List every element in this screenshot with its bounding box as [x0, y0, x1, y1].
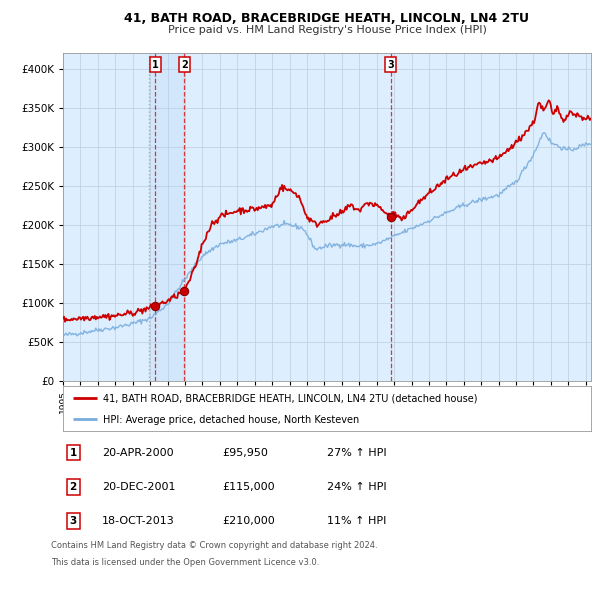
Text: Price paid vs. HM Land Registry's House Price Index (HPI): Price paid vs. HM Land Registry's House … [167, 25, 487, 35]
Text: 3: 3 [387, 60, 394, 70]
Text: 41, BATH ROAD, BRACEBRIDGE HEATH, LINCOLN, LN4 2TU: 41, BATH ROAD, BRACEBRIDGE HEATH, LINCOL… [125, 12, 530, 25]
Text: 11% ↑ HPI: 11% ↑ HPI [327, 516, 386, 526]
Text: 24% ↑ HPI: 24% ↑ HPI [327, 482, 386, 491]
Text: 2: 2 [70, 482, 77, 491]
Text: 2: 2 [181, 60, 188, 70]
Text: 3: 3 [70, 516, 77, 526]
Text: 41, BATH ROAD, BRACEBRIDGE HEATH, LINCOLN, LN4 2TU (detached house): 41, BATH ROAD, BRACEBRIDGE HEATH, LINCOL… [103, 394, 477, 404]
Text: £210,000: £210,000 [222, 516, 275, 526]
Text: This data is licensed under the Open Government Licence v3.0.: This data is licensed under the Open Gov… [51, 558, 319, 566]
Text: 20-DEC-2001: 20-DEC-2001 [102, 482, 176, 491]
Text: 1: 1 [152, 60, 159, 70]
Text: 18-OCT-2013: 18-OCT-2013 [102, 516, 175, 526]
Bar [149, 53, 184, 381]
Text: £95,950: £95,950 [222, 448, 268, 457]
Text: £115,000: £115,000 [222, 482, 275, 491]
Text: 27% ↑ HPI: 27% ↑ HPI [327, 448, 386, 457]
Text: 1: 1 [70, 448, 77, 457]
Text: Contains HM Land Registry data © Crown copyright and database right 2024.: Contains HM Land Registry data © Crown c… [51, 541, 377, 550]
Text: HPI: Average price, detached house, North Kesteven: HPI: Average price, detached house, Nort… [103, 415, 359, 425]
Text: 20-APR-2000: 20-APR-2000 [102, 448, 173, 457]
